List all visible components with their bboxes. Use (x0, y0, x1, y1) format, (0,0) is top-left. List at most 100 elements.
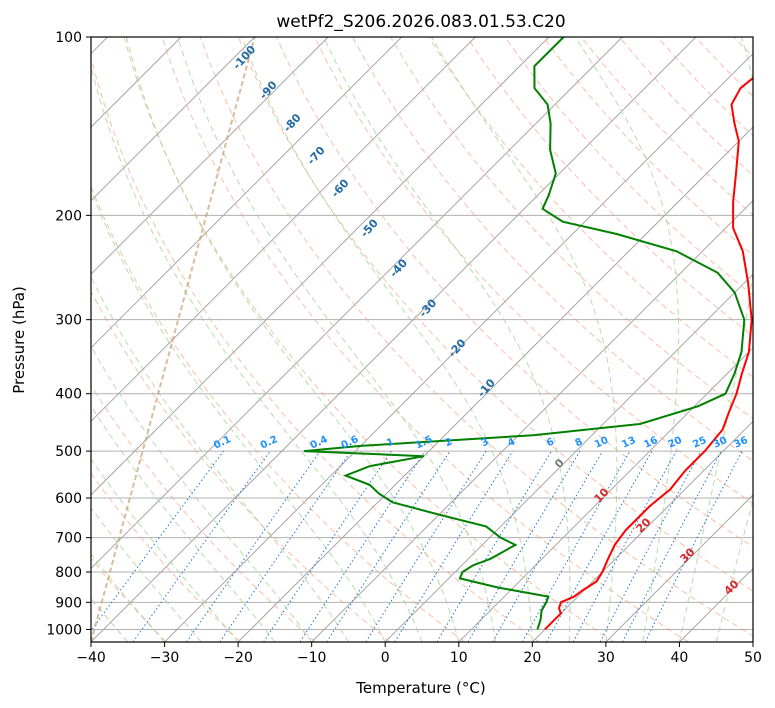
moist-adiabat (323, 37, 571, 642)
mixing-ratio-line (436, 450, 552, 642)
x-tick-label: −40 (76, 650, 106, 666)
y-tick-label: 400 (55, 387, 82, 403)
mixing-ratio-label: 0.1 (212, 434, 233, 451)
mixing-ratio-label: 8 (573, 436, 584, 449)
isotherm (311, 199, 753, 642)
mixing-ratio-label: 4 (506, 436, 517, 449)
mixing-ratio-label: 2 (443, 436, 454, 449)
dry-adiabat (91, 472, 242, 642)
isotherm (384, 273, 753, 642)
moist-adiabat (678, 37, 753, 642)
moist-adiabat-label: -70 (305, 144, 328, 168)
mixing-ratio-label: 13 (620, 435, 637, 451)
moist-adiabat-label: -100 (230, 43, 258, 72)
y-tick-label: 500 (55, 444, 82, 460)
isotherm (605, 494, 753, 642)
moist-adiabat-label: -30 (416, 296, 439, 320)
mixing-ratio-label: 3 (480, 436, 491, 449)
dry-adiabat (504, 37, 753, 296)
dewpoint-trace (303, 37, 746, 630)
mixing-ratio-line (546, 450, 653, 642)
moist-adiabat (91, 275, 349, 642)
mixing-ratio-label: 0.2 (259, 434, 280, 451)
x-tick-label: 20 (523, 650, 541, 666)
mixing-ratio-line (219, 450, 352, 642)
y-tick-label: 900 (55, 595, 82, 611)
x-tick-label: 0 (381, 650, 390, 666)
x-axis-label: Temperature (°C) (355, 679, 485, 697)
moist-adiabat (91, 345, 313, 642)
isotherm (91, 37, 550, 496)
mixing-ratio-label: 30 (712, 435, 729, 451)
dry-adiabat (91, 384, 316, 642)
dry-adiabat (91, 55, 540, 642)
x-tick-label: 10 (450, 650, 468, 666)
moist-adiabat (91, 188, 386, 642)
dry-adiabat (657, 37, 753, 137)
y-tick-label: 800 (55, 565, 82, 581)
isotherm (237, 126, 753, 642)
temperature-trace (544, 76, 753, 631)
dry-adiabat (428, 37, 753, 378)
y-tick-label: 700 (55, 531, 82, 547)
mixing-ratio-line (263, 450, 392, 642)
y-tick-label: 600 (55, 491, 82, 507)
moist-adiabat (91, 405, 276, 642)
mixing-ratio-label: 20 (667, 435, 684, 451)
mixing-ratio-line (91, 450, 224, 632)
dry-adiabat (199, 37, 753, 637)
moist-adiabat (177, 37, 497, 642)
mixing-ratio-line (599, 450, 702, 642)
dry-adiabat (123, 37, 614, 642)
dry-adiabat (542, 37, 753, 256)
x-tick-label: 30 (597, 650, 615, 666)
mixing-ratio-line (622, 450, 722, 642)
mixing-ratio-label: 25 (691, 435, 708, 451)
mixing-ratio-line (394, 450, 514, 642)
x-tick-label: 50 (744, 650, 762, 666)
moist-adiabat-label: -80 (281, 111, 304, 135)
y-tick-label: 100 (55, 30, 82, 46)
dry-adiabat (314, 37, 753, 505)
moist-adiabat-label: -40 (387, 256, 410, 280)
y-tick-label: 1000 (46, 622, 82, 638)
isotherm (91, 37, 256, 202)
isotherm (752, 641, 753, 642)
dry-adiabat-label: 40 (722, 577, 742, 597)
dry-adiabat (91, 290, 391, 642)
mixing-ratio-label: 16 (642, 435, 659, 451)
mixing-ratio-line (326, 450, 451, 642)
mixing-ratio-label: 10 (593, 435, 610, 451)
mixing-ratio-label: 36 (732, 435, 749, 451)
mixing-ratio-line (365, 450, 487, 642)
moist-adiabat (91, 458, 239, 642)
moist-adiabat (241, 37, 533, 642)
background-lines (91, 37, 753, 642)
x-tick-label: −20 (223, 650, 253, 666)
chart-title: wetPf2_S206.2026.083.01.53.C20 (276, 12, 565, 32)
mixing-ratio-line (522, 450, 631, 642)
dry-adiabat (161, 37, 689, 642)
moist-adiabat (91, 64, 423, 642)
x-tick-label: 40 (671, 650, 689, 666)
mixing-ratio-line (132, 450, 271, 642)
mixing-ratio-label: 6 (545, 436, 556, 449)
y-axis-label: Pressure (hPa) (10, 286, 28, 394)
isotherm (91, 37, 403, 349)
dry-adiabat (275, 37, 753, 548)
x-tick-label: −30 (150, 650, 180, 666)
moist-adiabat (126, 37, 460, 642)
dry-adiabat (466, 37, 753, 337)
moist-adiabat-label: -50 (358, 216, 381, 240)
dry-adiabat (91, 185, 465, 642)
dry-adiabat (390, 37, 753, 420)
mixing-ratio-line (644, 450, 743, 642)
isotherm (91, 37, 623, 570)
isotherm (91, 37, 697, 642)
plot-area: 0.1 0.2 0.4 0.6 1 1.5 2 3 4 6 8 10 13 16 20 25 30 36-100-… (46, 30, 762, 666)
moist-adiabat (430, 37, 618, 642)
mixing-ratio-line (186, 450, 321, 642)
mixing-ratio-label: 1 (385, 436, 396, 449)
plot-frame (90, 36, 754, 643)
